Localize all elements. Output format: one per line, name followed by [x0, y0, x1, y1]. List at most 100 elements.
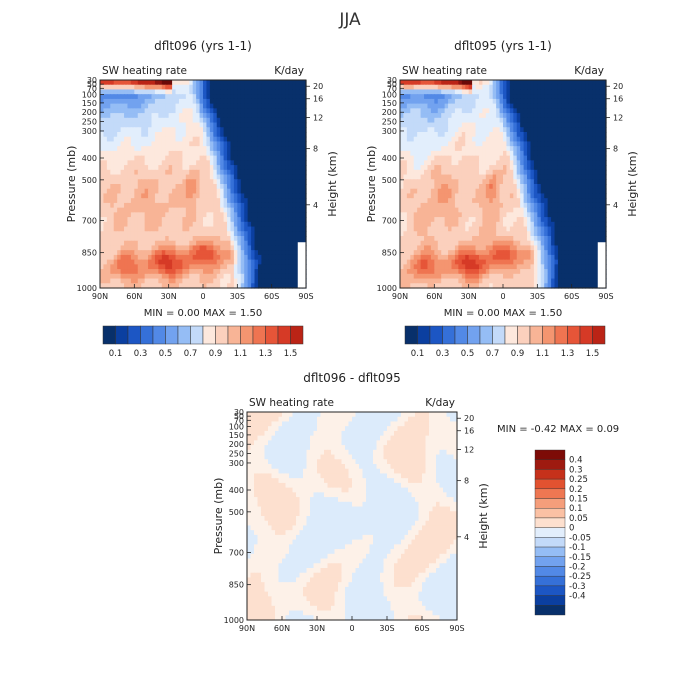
- heatmap-cell: [161, 117, 166, 124]
- heatmap-cell: [413, 250, 418, 256]
- heatmap-cell: [288, 108, 293, 114]
- heatmap-cell: [220, 122, 225, 128]
- heatmap-cell: [178, 132, 183, 138]
- heatmap-cell: [113, 94, 118, 100]
- heatmap-cell: [251, 207, 256, 213]
- colorbar-box: [240, 325, 254, 345]
- heatmap-cell: [199, 278, 204, 284]
- heatmap-cell: [216, 184, 221, 190]
- heatmap-cell: [237, 89, 242, 95]
- heatmap-cell: [424, 160, 429, 166]
- page-title: JJA: [339, 10, 361, 30]
- heatmap-cell: [400, 150, 405, 157]
- heatmap-cell: [475, 193, 480, 199]
- heatmap-cell: [533, 113, 538, 119]
- heatmap-cell: [540, 193, 545, 199]
- heatmap-cell: [134, 269, 139, 275]
- heatmap-cell: [182, 212, 187, 218]
- heatmap-cell: [113, 240, 118, 247]
- heatmap-cell: [557, 103, 562, 109]
- heatmap-cell: [178, 273, 183, 280]
- heatmap-cell: [192, 179, 197, 185]
- heatmap-cell: [216, 217, 221, 223]
- heatmap-cell: [592, 122, 597, 128]
- heatmap-cell: [406, 169, 411, 176]
- heatmap-cell: [527, 94, 532, 100]
- heatmap-cell: [509, 141, 514, 147]
- heatmap-cell: [516, 174, 521, 180]
- heatmap-cell: [233, 259, 238, 265]
- heatmap-cell: [185, 98, 190, 105]
- heatmap-cell: [237, 103, 242, 109]
- heatmap-cell: [178, 89, 183, 95]
- heatmap-cell: [271, 221, 276, 228]
- heatmap-cell: [530, 193, 535, 199]
- heatmap-cell: [564, 193, 569, 199]
- heatmap-cell: [161, 254, 166, 261]
- heatmap-cell: [158, 231, 163, 237]
- heatmap-cell: [302, 174, 307, 180]
- heatmap-cell: [230, 278, 235, 284]
- heatmap-cell: [564, 127, 569, 133]
- heatmap-cell: [247, 269, 252, 275]
- heatmap-cell: [554, 198, 559, 204]
- heatmap-cell: [144, 212, 149, 218]
- heatmap-cell: [523, 221, 528, 228]
- heatmap-cell: [189, 141, 194, 147]
- heatmap-cell: [199, 98, 204, 105]
- heatmap-cell: [441, 231, 446, 237]
- heatmap-cell: [206, 98, 211, 105]
- heatmap-cell: [599, 117, 604, 124]
- heatmap-cell: [485, 155, 490, 161]
- heatmap-cell: [203, 259, 208, 265]
- heatmap-cell: [124, 174, 129, 180]
- heatmap-cell: [509, 207, 514, 213]
- heatmap-cell: [251, 221, 256, 228]
- heatmap-cell: [499, 122, 504, 128]
- heatmap-cell: [585, 240, 590, 247]
- heatmap-cell: [478, 245, 483, 251]
- heatmap-cell: [568, 84, 573, 91]
- heatmap-cell: [475, 179, 480, 185]
- heatmap-cell: [472, 122, 477, 128]
- heatmap-cell: [154, 193, 159, 199]
- heatmap-cell: [154, 89, 159, 95]
- heatmap-cell: [130, 94, 135, 100]
- heatmap-cell: [100, 132, 105, 138]
- heatmap-cell: [281, 94, 286, 100]
- heatmap-cell: [203, 146, 208, 152]
- heatmap-cell: [482, 103, 487, 109]
- heatmap-cell: [523, 198, 528, 204]
- heatmap-cell: [568, 136, 573, 143]
- heatmap-cell: [158, 103, 163, 109]
- heatmap-cell: [581, 226, 586, 232]
- heatmap-cell: [434, 184, 439, 190]
- heatmap-cell: [595, 202, 600, 209]
- heatmap-cell: [489, 231, 494, 237]
- heatmap-cell: [216, 165, 221, 171]
- heatmap-cell: [478, 132, 483, 138]
- heatmap-cell: [268, 188, 273, 195]
- heatmap-cell: [178, 240, 183, 247]
- heatmap-cell: [472, 127, 477, 133]
- heatmap-cell: [561, 236, 566, 242]
- heatmap-cell: [178, 174, 183, 180]
- heatmap-cell: [410, 122, 415, 128]
- heatmap-cell: [134, 136, 139, 143]
- heatmap-cell: [588, 169, 593, 176]
- heatmap-cell: [444, 217, 449, 223]
- y-tick-label: 700: [82, 216, 97, 225]
- heatmap-cell: [182, 150, 187, 157]
- heatmap-cell: [575, 122, 580, 128]
- heatmap-cell: [537, 132, 542, 138]
- heatmap-cell: [571, 94, 576, 100]
- x-tick-label: 60N: [126, 292, 142, 301]
- heatmap-cell: [237, 212, 242, 218]
- heatmap-cell: [520, 117, 525, 124]
- heatmap-cell: [261, 155, 266, 161]
- heatmap-cell: [175, 127, 180, 133]
- heatmap-cell: [575, 254, 580, 261]
- heatmap-cell: [302, 108, 307, 114]
- heatmap-cell: [461, 84, 466, 91]
- heatmap-cell: [124, 217, 129, 223]
